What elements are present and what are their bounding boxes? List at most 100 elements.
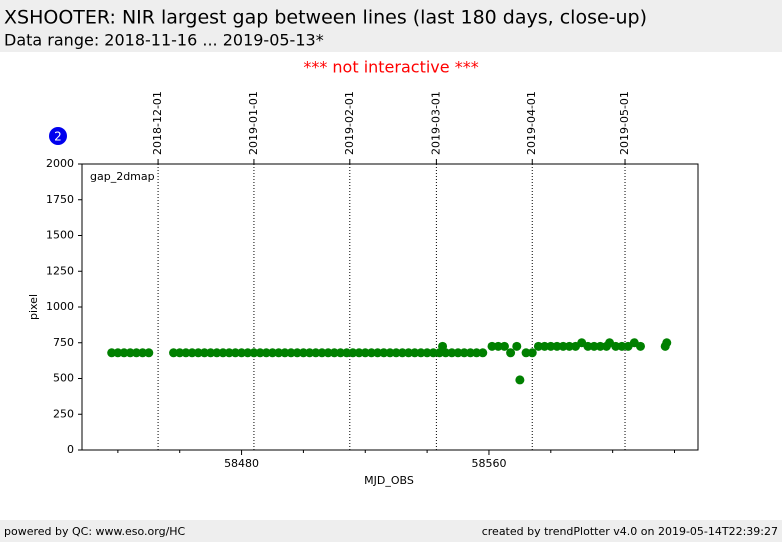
point xyxy=(493,341,503,351)
point xyxy=(305,348,315,358)
point xyxy=(336,348,346,358)
x-label: MJD_OBS xyxy=(364,474,414,487)
top-tick-label: 2019-04-01 xyxy=(525,91,538,155)
point xyxy=(144,348,154,358)
point xyxy=(138,348,148,358)
point xyxy=(212,348,222,358)
point xyxy=(397,348,407,358)
top-tick-label: 2019-01-01 xyxy=(247,91,260,155)
point xyxy=(187,348,197,358)
top-tick-label: 2019-05-01 xyxy=(618,91,631,155)
point xyxy=(472,348,482,358)
point xyxy=(261,348,271,358)
point xyxy=(635,341,645,351)
top-tick-label: 2019-02-01 xyxy=(343,91,356,155)
point xyxy=(564,341,574,351)
point xyxy=(515,375,525,385)
point xyxy=(218,348,228,358)
point xyxy=(243,348,253,358)
point xyxy=(373,348,383,358)
y-tick-label: 750 xyxy=(53,336,74,349)
point xyxy=(552,341,562,351)
point xyxy=(169,348,179,358)
x-tick-label: 58480 xyxy=(224,457,259,470)
point xyxy=(595,341,605,351)
point xyxy=(499,341,509,351)
point xyxy=(438,341,448,351)
y-tick-label: 1750 xyxy=(46,193,74,206)
point xyxy=(280,348,290,358)
point xyxy=(230,348,240,358)
point xyxy=(354,348,364,358)
point xyxy=(533,341,543,351)
point xyxy=(558,341,568,351)
point xyxy=(459,348,469,358)
y-tick-label: 1000 xyxy=(46,300,74,313)
point xyxy=(113,348,123,358)
plot-frame xyxy=(81,163,699,451)
point xyxy=(617,341,627,351)
point xyxy=(224,348,234,358)
point xyxy=(181,348,191,358)
point xyxy=(385,348,395,358)
footer-right: created by trendPlotter v4.0 on 2019-05-… xyxy=(482,525,778,538)
point xyxy=(119,348,129,358)
point xyxy=(199,348,209,358)
header-band xyxy=(0,0,782,52)
notice: *** not interactive *** xyxy=(303,58,478,77)
point xyxy=(298,348,308,358)
point xyxy=(317,348,327,358)
point xyxy=(583,341,593,351)
point xyxy=(125,348,135,358)
y-tick-label: 250 xyxy=(53,407,74,420)
point xyxy=(206,348,216,358)
point xyxy=(391,348,401,358)
footer-band xyxy=(0,520,782,542)
point xyxy=(379,348,389,358)
point xyxy=(360,348,370,358)
point xyxy=(311,348,321,358)
point xyxy=(506,348,516,358)
x-tick-label: 58560 xyxy=(471,457,506,470)
point xyxy=(292,348,302,358)
point xyxy=(540,341,550,351)
top-tick-label: 2019-03-01 xyxy=(429,91,442,155)
y-tick-label: 500 xyxy=(53,372,74,385)
point xyxy=(249,348,259,358)
point xyxy=(286,348,296,358)
subtitle: Data range: 2018-11-16 ... 2019-05-13* xyxy=(4,31,324,50)
badge: 2 xyxy=(54,130,62,144)
badge-circle xyxy=(49,127,67,145)
y-tick-label: 1500 xyxy=(46,229,74,242)
title: XSHOOTER: NIR largest gap between lines … xyxy=(4,7,647,29)
point xyxy=(267,348,277,358)
point xyxy=(348,348,358,358)
point xyxy=(193,348,203,358)
y-tick-label: 0 xyxy=(67,443,74,456)
point xyxy=(410,348,420,358)
point xyxy=(428,348,438,358)
point xyxy=(255,348,265,358)
point xyxy=(422,348,432,358)
point xyxy=(175,348,185,358)
point xyxy=(237,348,247,358)
point xyxy=(274,348,284,358)
point xyxy=(329,348,339,358)
point xyxy=(342,348,352,358)
y-tick-label: 2000 xyxy=(46,157,74,170)
legend: gap_2dmap xyxy=(90,170,155,183)
point xyxy=(521,348,531,358)
point xyxy=(611,341,621,351)
point xyxy=(323,348,333,358)
point xyxy=(662,338,672,348)
point xyxy=(453,348,463,358)
point xyxy=(107,348,117,358)
top-tick-label: 2018-12-01 xyxy=(151,91,164,155)
point xyxy=(447,348,457,358)
point xyxy=(589,341,599,351)
point xyxy=(366,348,376,358)
point xyxy=(527,348,537,358)
point xyxy=(416,348,426,358)
y-tick-label: 1250 xyxy=(46,264,74,277)
